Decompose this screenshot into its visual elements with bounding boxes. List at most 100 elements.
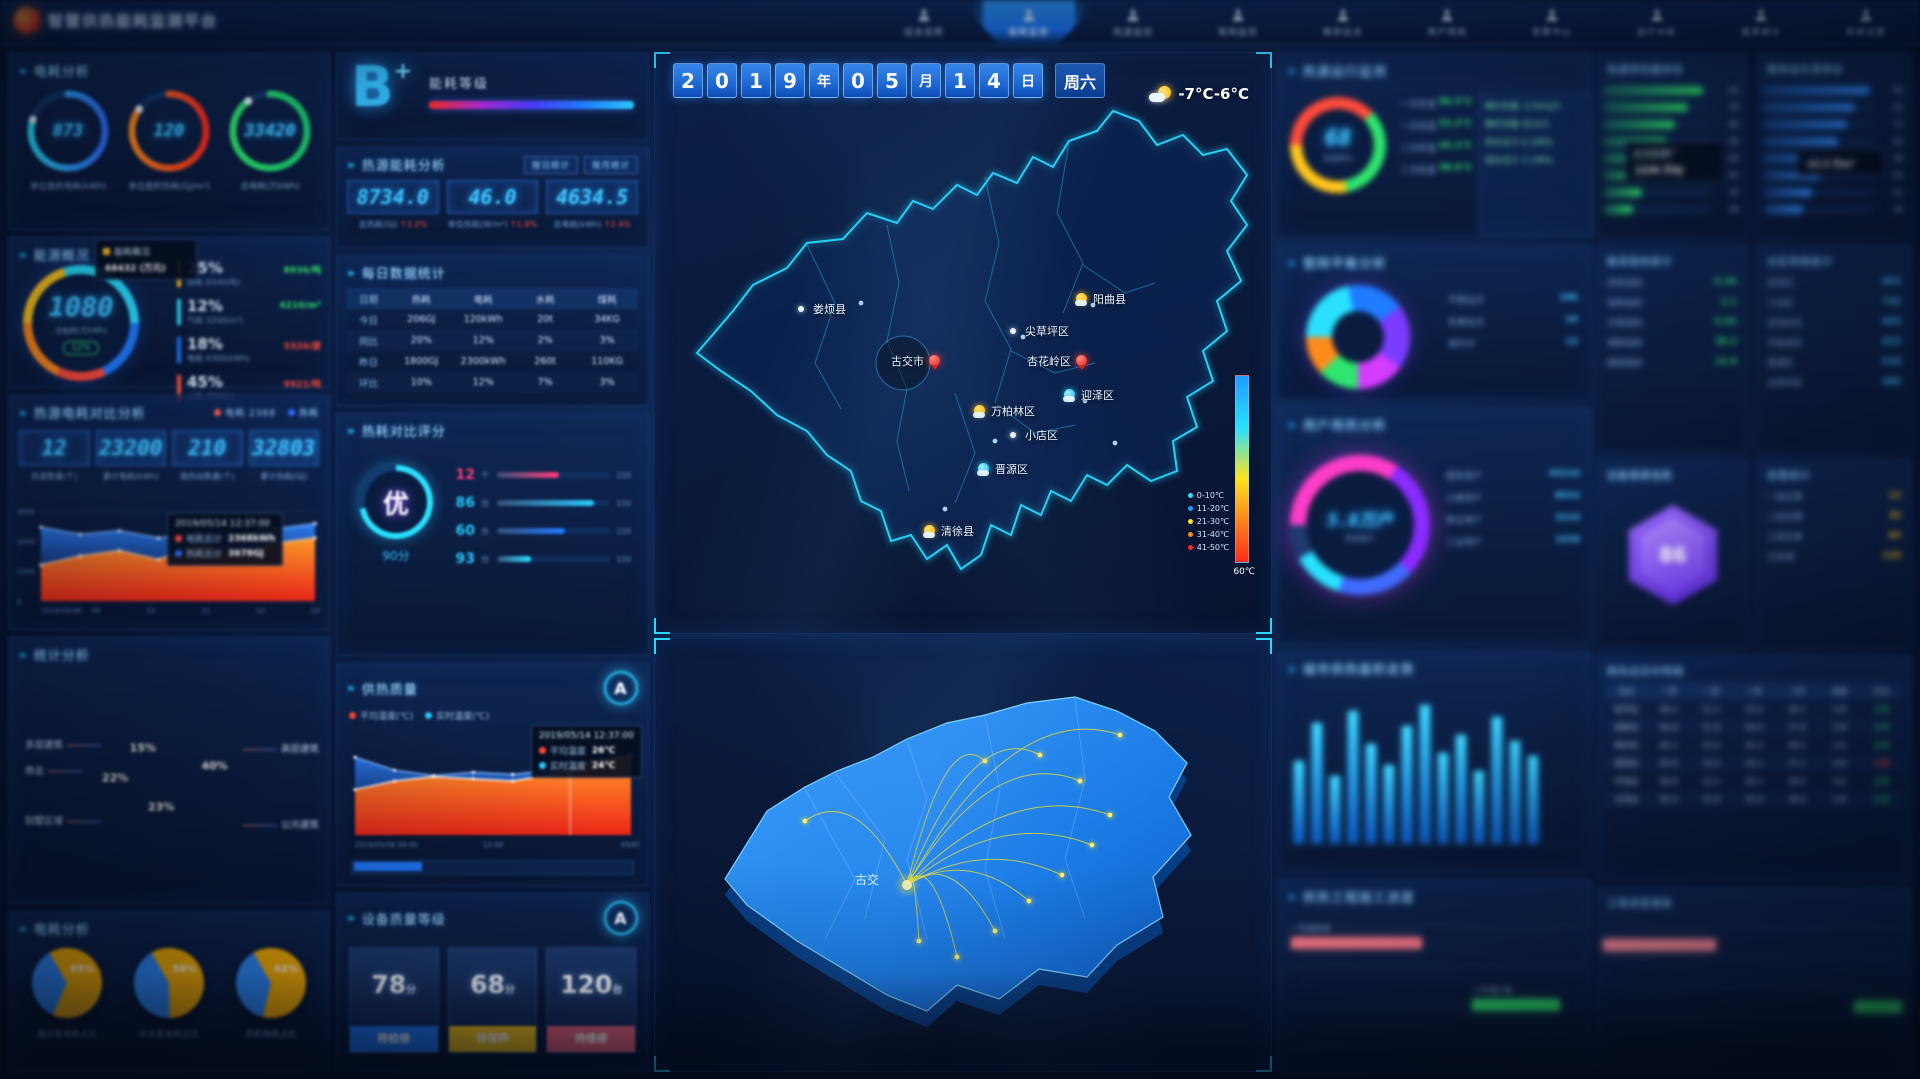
brand-title: 智慧供热能耗监测平台 bbox=[48, 11, 219, 30]
stat-cell: 32803 累计热耗(GJ) bbox=[248, 430, 319, 482]
chevron-icon: » bbox=[347, 911, 356, 925]
brand: 智慧供热能耗监测平台 bbox=[14, 7, 218, 33]
district-marker[interactable]: 清徐县 bbox=[923, 523, 974, 539]
kv-row: 杏花岭区 695 bbox=[1767, 317, 1901, 329]
nav-item-10[interactable]: 系统设置 bbox=[1820, 0, 1912, 44]
nav-item-3[interactable]: 热源监控 bbox=[1087, 0, 1179, 44]
filter-button[interactable]: 按月统计 bbox=[583, 155, 638, 174]
scrollbar-handle[interactable] bbox=[354, 862, 422, 871]
heat-energy-buttons: 按日统计 按月统计 bbox=[523, 155, 638, 174]
district-marker[interactable]: 小店区 bbox=[1007, 427, 1058, 443]
nav-item-1[interactable]: 综合态势 bbox=[878, 0, 970, 44]
pie-slice-label: 22% bbox=[101, 771, 129, 785]
svg-text:2000: 2000 bbox=[17, 538, 35, 546]
dot-icon bbox=[1007, 429, 1021, 441]
power-gauge: 33420 总电耗(万kWh) bbox=[223, 88, 317, 193]
panel-title-text: 每日数据统计 bbox=[361, 267, 446, 282]
user-icon bbox=[1649, 7, 1665, 23]
users-rows: 居民用户 45210 公建用户 8632 商业用户 3210 工业用户 1036 bbox=[1446, 469, 1580, 557]
district-marker[interactable]: 尖草坪区 bbox=[1007, 323, 1069, 339]
table-header-row: 站点 一供 一回 二供 二回 流量 状态 bbox=[1605, 682, 1903, 700]
panel-title-text: 用户用热分析 bbox=[1302, 419, 1387, 434]
pie-callout: 高层建筑 bbox=[239, 741, 319, 755]
panel-title-text: 设备质量等级 bbox=[361, 912, 446, 928]
gantt-label: 一号线改造 bbox=[1290, 924, 1331, 933]
table-cell: 环比 bbox=[359, 378, 379, 390]
panel-network-balance: » 管网平衡分析 平衡站点 186 失衡站点 24 调节中 12 bbox=[1277, 244, 1592, 400]
table-cell: 51.8 bbox=[1702, 722, 1721, 732]
date-char: 1 bbox=[945, 63, 975, 98]
nav-item-5[interactable]: 换热站点 bbox=[1297, 0, 1389, 44]
panel-title: 热源供热量排名 bbox=[1597, 53, 1747, 80]
metric-row: 二次供温 45.2℃ bbox=[1400, 141, 1472, 154]
bar bbox=[1438, 753, 1448, 843]
table-cell: 85.9 bbox=[1659, 794, 1678, 804]
nav-item-6[interactable]: 用户用热 bbox=[1401, 0, 1493, 44]
table-cell: 20t bbox=[537, 314, 554, 325]
district-marker[interactable]: 娄烦县 bbox=[795, 301, 846, 317]
corner-bracket bbox=[1256, 1056, 1272, 1072]
table-cell: 84.6 bbox=[1659, 722, 1678, 732]
chevron-icon: » bbox=[19, 921, 28, 936]
axis-line bbox=[1288, 844, 1581, 845]
score-row: 86 分 100 bbox=[455, 495, 632, 511]
district-marker[interactable]: 古交市 bbox=[891, 353, 942, 370]
panel-station-ranking: 换热站负荷排名 95 82 74 66 58 50 42 34 12.3 万m² bbox=[1756, 52, 1912, 238]
table-cell: 昨日 bbox=[359, 357, 379, 369]
chart-scrollbar[interactable] bbox=[351, 860, 634, 875]
nav-item-7[interactable]: 告警中心 bbox=[1506, 0, 1598, 44]
power-gauge: 873 单位面积电耗(kWh) bbox=[21, 88, 115, 193]
date-char: 年 bbox=[809, 63, 839, 98]
panel-title: » 每日数据统计 bbox=[337, 255, 648, 286]
panel-score: » 热耗对比评分 优 90分 12 个 100 86 分 100 60 分 100 93 分 100 bbox=[336, 412, 649, 656]
progress-bar bbox=[1854, 1001, 1902, 1013]
hexagon-value: 86 bbox=[1641, 517, 1705, 593]
corner-bracket bbox=[654, 618, 670, 634]
nav-item-8[interactable]: 运行分析 bbox=[1611, 0, 1703, 44]
panel-title: 告警统计 bbox=[1757, 459, 1911, 486]
chevron-icon: » bbox=[19, 647, 28, 662]
scale-legend-item: 0-10℃ bbox=[1187, 489, 1229, 502]
panel-grade: B+ 能耗等级 bbox=[336, 52, 649, 140]
nav-item-2[interactable]: 能耗监测 bbox=[982, 0, 1075, 44]
bar bbox=[1366, 744, 1376, 843]
district-marker[interactable]: 迎泽区 bbox=[1063, 387, 1114, 403]
district-marker[interactable]: 阳曲县 bbox=[1075, 291, 1126, 307]
grid-line bbox=[1288, 965, 1581, 966]
district-marker[interactable]: 万柏林区 bbox=[973, 403, 1035, 419]
device-card: 120台 待维修 bbox=[546, 947, 636, 1053]
panel-title: 工程进度看板 bbox=[1597, 887, 1911, 914]
nav-item-9[interactable]: 报表统计 bbox=[1715, 0, 1807, 44]
tooltip-value: 68432 (万元) bbox=[105, 264, 166, 274]
table-cell: 128 bbox=[1831, 794, 1847, 804]
filter-button[interactable]: 按日统计 bbox=[523, 155, 578, 174]
table-cell: 52.1 bbox=[1702, 704, 1721, 714]
table-header-cell: 一回 bbox=[1703, 686, 1720, 696]
metric-row: 二次回温 38.6℃ bbox=[1400, 163, 1472, 176]
table-header-cell: 电耗 bbox=[473, 294, 493, 306]
legend-dot-icon bbox=[538, 762, 546, 769]
heat-stat: 4634.5 总电耗(kWh) ↑2.4% bbox=[546, 180, 638, 230]
legend-item[interactable]: 热耗 bbox=[287, 406, 319, 419]
district-marker[interactable]: 晋源区 bbox=[977, 461, 1028, 477]
energy-mix-tooltip: 能耗概况 68432 (万元) bbox=[95, 239, 197, 280]
table-cell: 83.8 bbox=[1659, 758, 1678, 768]
panel-title-text: 电耗分析 bbox=[33, 65, 90, 80]
legend-item[interactable]: 电耗 2368 bbox=[214, 406, 276, 419]
kv-row: 电耗指标 2.1 bbox=[1607, 297, 1737, 309]
table-cell: 34KG bbox=[594, 314, 620, 325]
bar bbox=[1294, 760, 1304, 843]
progress-bar bbox=[1603, 939, 1717, 951]
panel-title-text: 告警统计 bbox=[1767, 471, 1811, 482]
table-header-row: 日期 热耗 电耗 水耗 煤耗 bbox=[347, 288, 638, 309]
panel-station-detail: 换热站实时明细 站点 一供 一回 二供 二回 流量 状态 和平站 86.2 52.1 45.6 38.… bbox=[1596, 654, 1912, 880]
district-marker[interactable]: 杏花岭区 bbox=[1027, 353, 1089, 370]
chevron-icon: » bbox=[347, 157, 356, 172]
nav-item-4[interactable]: 管网监控 bbox=[1192, 0, 1284, 44]
table-cell: 今日 bbox=[359, 315, 379, 327]
legend-dot-icon bbox=[1187, 519, 1193, 524]
top-nav: 智慧供热能耗监测平台 综合态势 能耗监测 热源监控 管网监控 换热站点 用户用热 告警中心运… bbox=[0, 0, 1920, 45]
chevron-icon: » bbox=[1288, 417, 1297, 432]
compare-stats: 12 热源数量(个) 23200 累计电耗(kWh) 210 换热站数量(个) 32803 累… bbox=[9, 426, 329, 486]
mini-pie: 62% bbox=[236, 948, 306, 1018]
